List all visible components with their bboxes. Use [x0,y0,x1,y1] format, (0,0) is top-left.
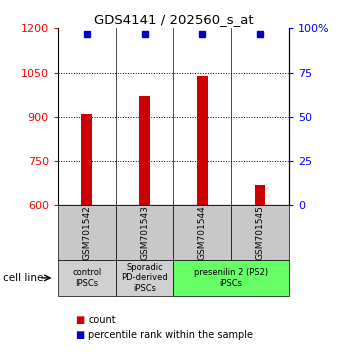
Title: GDS4141 / 202560_s_at: GDS4141 / 202560_s_at [94,13,253,26]
Bar [255,185,265,205]
Text: count: count [88,315,116,325]
Text: GSM701542: GSM701542 [82,205,91,260]
Text: presenilin 2 (PS2)
iPSCs: presenilin 2 (PS2) iPSCs [194,268,268,287]
Text: Sporadic
PD-derived
iPSCs: Sporadic PD-derived iPSCs [121,263,168,293]
Text: ■: ■ [75,330,84,339]
Text: ■: ■ [75,315,84,325]
Bar [139,96,150,205]
Text: cell line: cell line [3,273,44,283]
Text: control
IPSCs: control IPSCs [72,268,101,287]
Bar [197,75,207,205]
Text: percentile rank within the sample: percentile rank within the sample [88,330,253,339]
Text: GSM701545: GSM701545 [256,205,265,260]
Bar [82,114,92,205]
Text: GSM701544: GSM701544 [198,205,207,260]
Text: GSM701543: GSM701543 [140,205,149,260]
